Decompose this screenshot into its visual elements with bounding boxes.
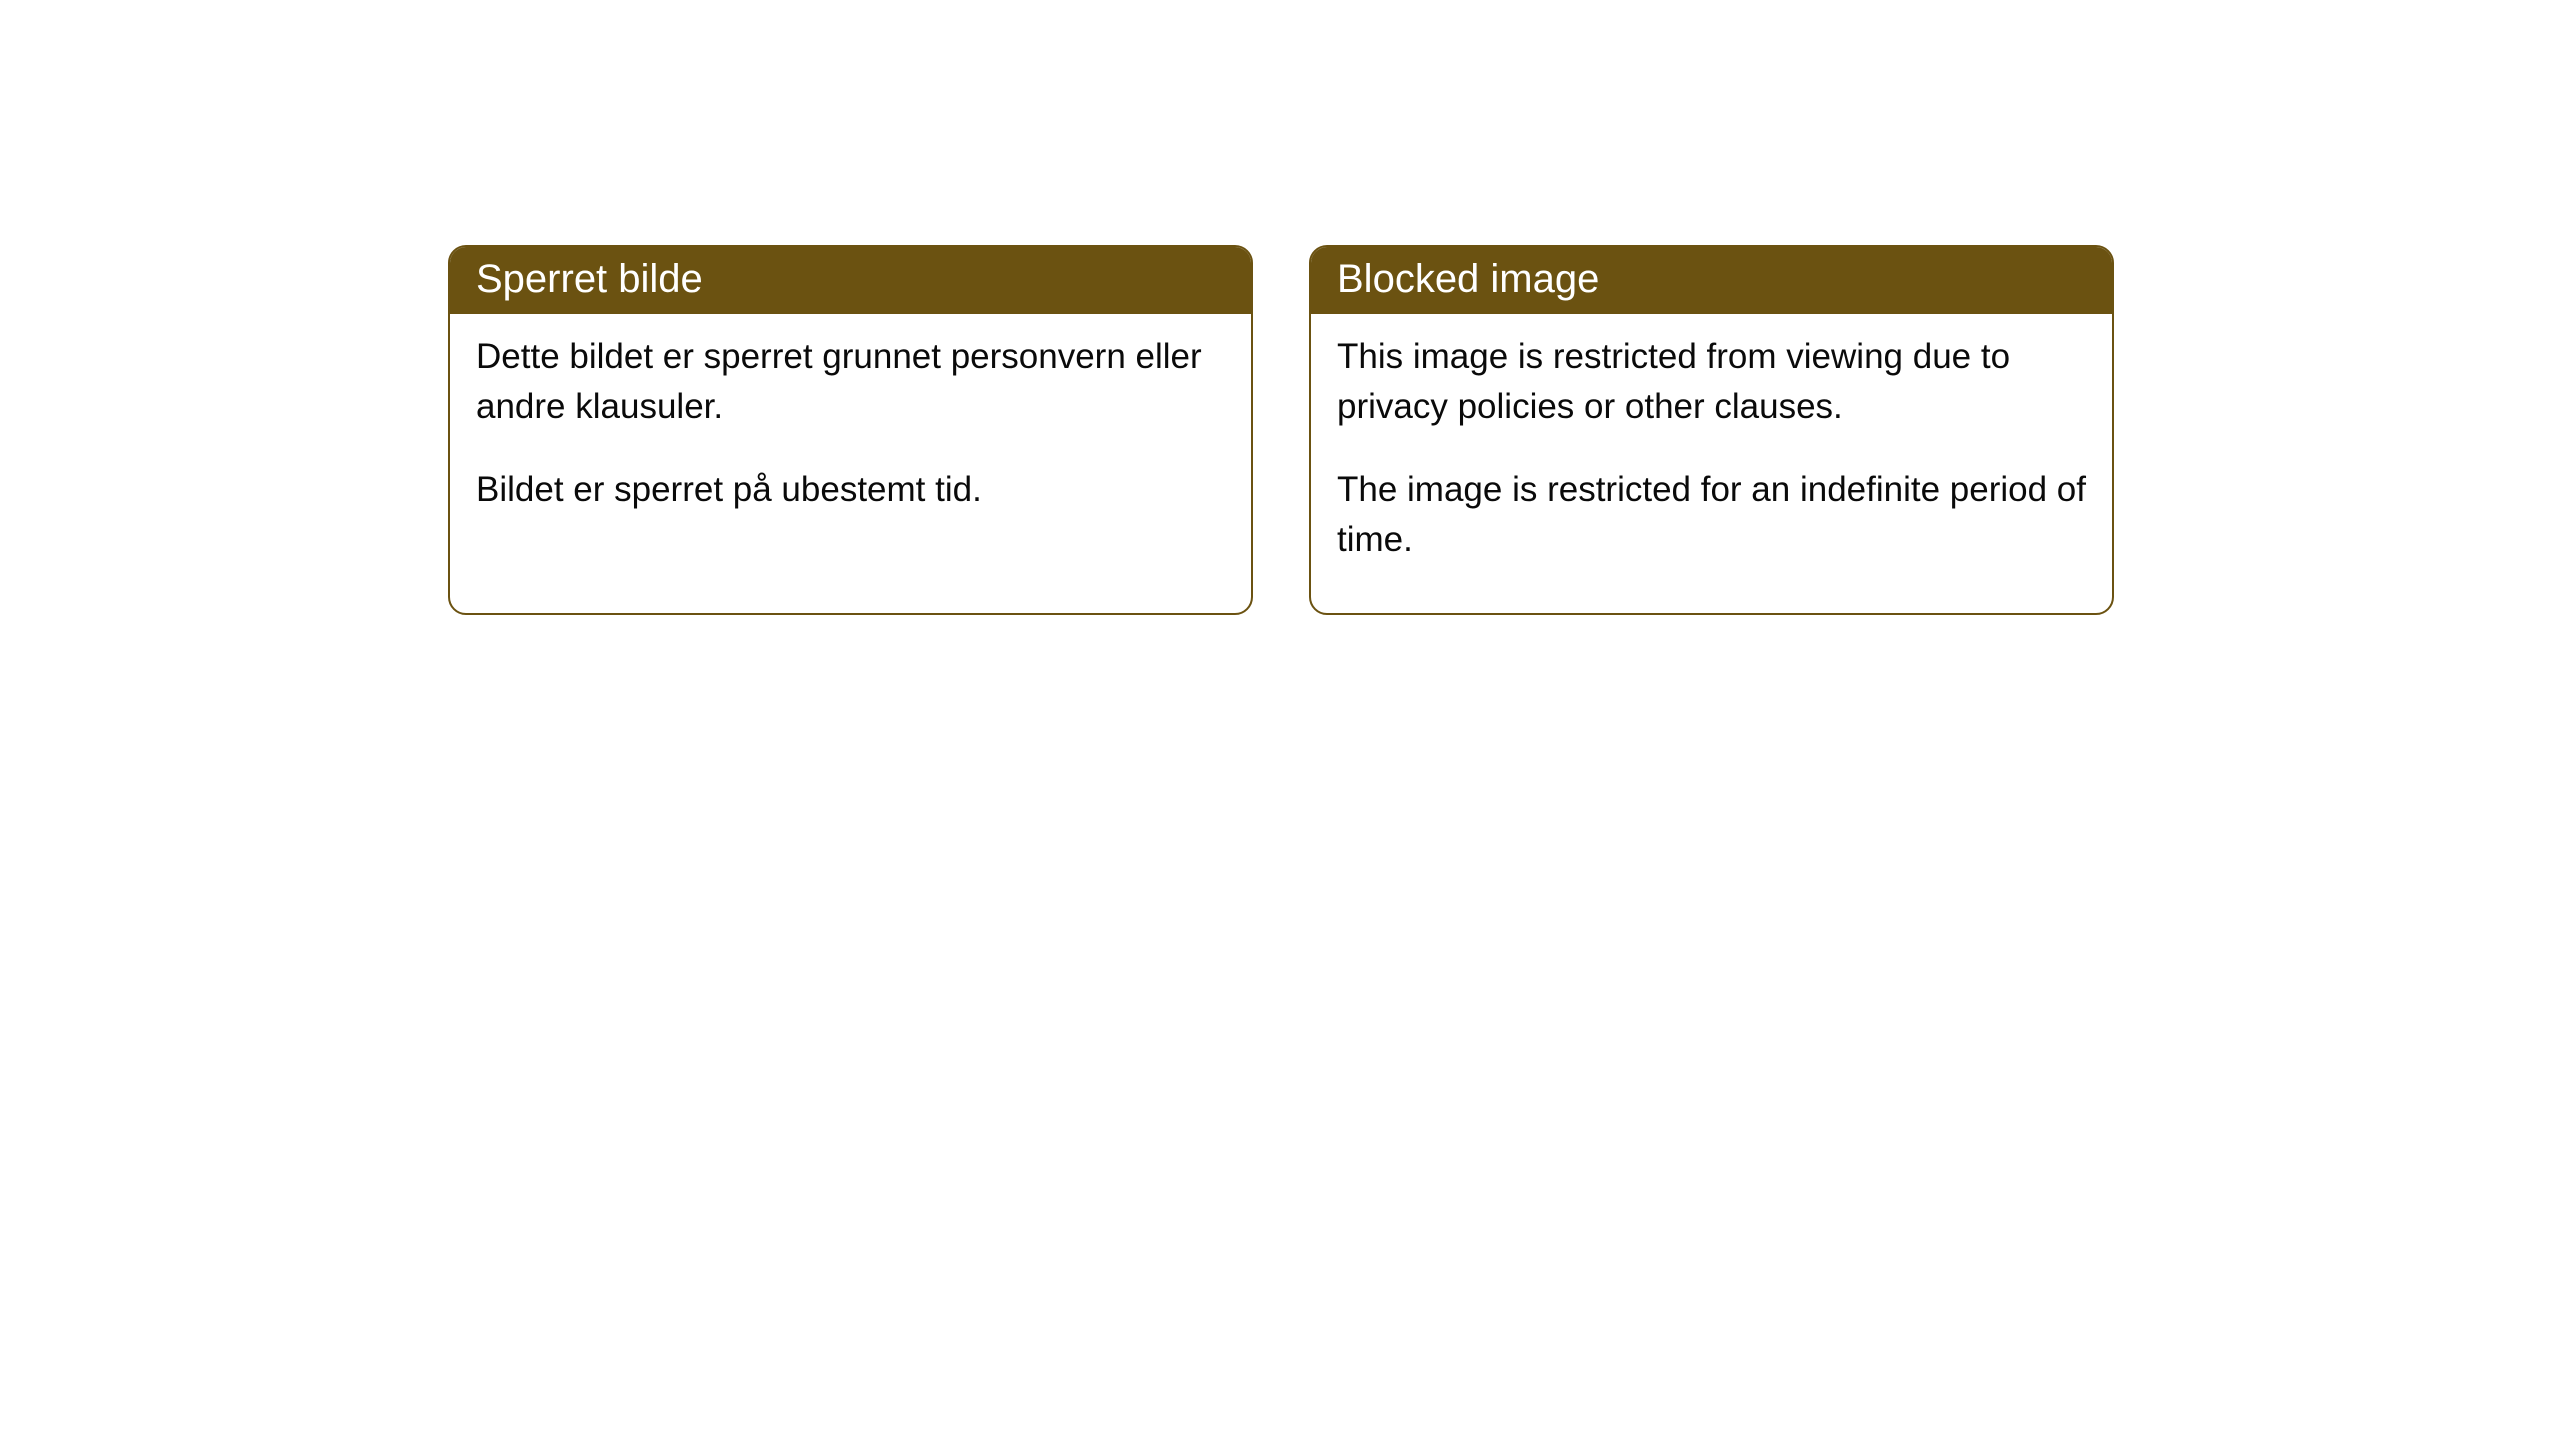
card-paragraph: This image is restricted from viewing du… <box>1337 332 2086 431</box>
card-body: This image is restricted from viewing du… <box>1311 314 2112 613</box>
card-paragraph: Bildet er sperret på ubestemt tid. <box>476 465 1225 515</box>
card-header: Blocked image <box>1311 247 2112 314</box>
card-title: Sperret bilde <box>476 257 703 301</box>
card-title: Blocked image <box>1337 257 1599 301</box>
card-paragraph: The image is restricted for an indefinit… <box>1337 465 2086 564</box>
notice-card-norwegian: Sperret bilde Dette bildet er sperret gr… <box>448 245 1253 615</box>
card-paragraph: Dette bildet er sperret grunnet personve… <box>476 332 1225 431</box>
card-body: Dette bildet er sperret grunnet personve… <box>450 314 1251 563</box>
notice-container: Sperret bilde Dette bildet er sperret gr… <box>448 245 2114 615</box>
card-header: Sperret bilde <box>450 247 1251 314</box>
notice-card-english: Blocked image This image is restricted f… <box>1309 245 2114 615</box>
